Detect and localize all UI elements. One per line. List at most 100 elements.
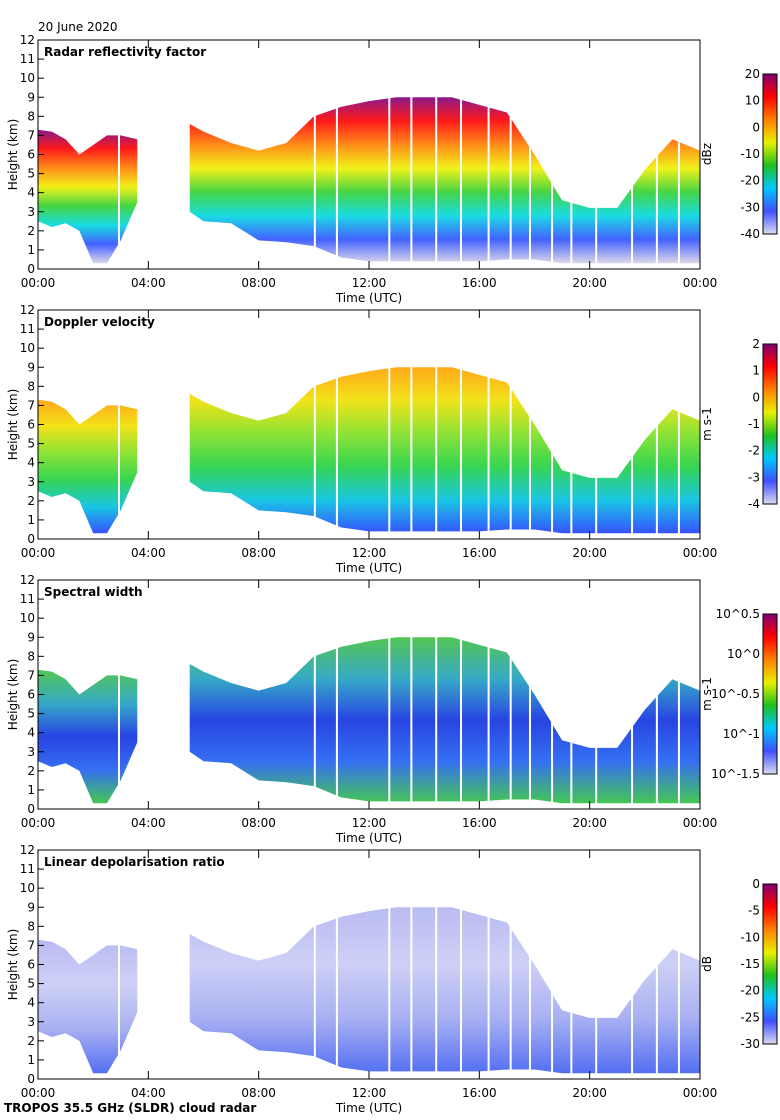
y-tick-label: 3 <box>27 745 35 759</box>
echo-region <box>38 669 138 804</box>
x-tick-label: 00:00 <box>683 276 718 290</box>
echo-region <box>38 399 138 534</box>
data-gap <box>595 580 598 809</box>
colorbar-label: m s-1 <box>700 407 714 441</box>
data-gap <box>509 310 512 539</box>
data-gap <box>410 850 413 1079</box>
x-axis-label: Time (UTC) <box>335 831 402 845</box>
echo-region <box>189 907 701 1074</box>
colorbar-label: dBz <box>700 143 714 165</box>
y-tick-label: 11 <box>20 52 35 66</box>
data-gap <box>595 850 598 1079</box>
colorbar-tick-label: -2 <box>748 444 760 458</box>
x-tick-label: 12:00 <box>352 1086 387 1100</box>
data-gap <box>435 850 438 1079</box>
data-gap <box>655 850 658 1079</box>
colorbar-tick-label: 0 <box>752 120 760 134</box>
data-gap <box>551 580 554 809</box>
colorbar-tick-label: -10 <box>740 930 760 944</box>
data-gap <box>388 40 391 269</box>
y-tick-label: 1 <box>27 513 35 527</box>
y-tick-label: 2 <box>27 764 35 778</box>
data-gap <box>335 850 338 1079</box>
data-gap <box>655 580 658 809</box>
data-gap <box>435 310 438 539</box>
y-tick-label: 3 <box>27 1015 35 1029</box>
data-gap <box>388 580 391 809</box>
colorbar-tick-label: 0 <box>752 390 760 404</box>
colorbar-tick-label: 10^0.5 <box>716 607 760 621</box>
colorbar-tick-label: -20 <box>740 984 760 998</box>
y-axis-label: Height (km) <box>6 929 20 1000</box>
x-tick-label: 00:00 <box>21 816 56 830</box>
data-gap <box>595 40 598 269</box>
y-tick-label: 6 <box>27 958 35 972</box>
data-gap <box>570 850 573 1079</box>
y-tick-label: 8 <box>27 649 35 663</box>
colorbar-tick-label: 10 <box>745 94 760 108</box>
y-tick-label: 6 <box>27 688 35 702</box>
y-tick-label: 2 <box>27 494 35 508</box>
x-tick-label: 04:00 <box>131 546 166 560</box>
data-gap <box>117 310 120 539</box>
colorbar-tick-label: -20 <box>740 174 760 188</box>
y-tick-label: 0 <box>27 1072 35 1086</box>
colorbar-tick-label: -30 <box>740 1037 760 1051</box>
y-tick-label: 4 <box>27 186 35 200</box>
y-tick-label: 2 <box>27 224 35 238</box>
x-tick-label: 12:00 <box>352 276 387 290</box>
y-tick-label: 6 <box>27 418 35 432</box>
x-tick-label: 20:00 <box>572 546 607 560</box>
x-tick-label: 00:00 <box>683 816 718 830</box>
colorbar-tick-label: 2 <box>752 337 760 351</box>
data-gap <box>313 310 316 539</box>
x-tick-label: 00:00 <box>683 1086 718 1100</box>
colorbar-tick-label: -5 <box>748 904 760 918</box>
colorbar-tick-label: -10 <box>740 147 760 161</box>
colorbar-label: m s-1 <box>700 677 714 711</box>
colorbar-tick-label: -4 <box>748 497 760 511</box>
data-gap <box>117 40 120 269</box>
data-gap <box>313 40 316 269</box>
x-tick-label: 00:00 <box>21 1086 56 1100</box>
y-tick-label: 1 <box>27 243 35 257</box>
data-gap <box>335 40 338 269</box>
x-tick-label: 04:00 <box>131 816 166 830</box>
instrument-label: TROPOS 35.5 GHz (SLDR) cloud radar <box>4 1101 257 1115</box>
data-gap <box>570 580 573 809</box>
y-tick-label: 3 <box>27 205 35 219</box>
y-tick-label: 0 <box>27 262 35 276</box>
y-tick-label: 4 <box>27 996 35 1010</box>
y-tick-label: 10 <box>20 71 35 85</box>
x-tick-label: 16:00 <box>462 546 497 560</box>
x-tick-label: 08:00 <box>241 816 276 830</box>
y-tick-label: 12 <box>20 843 35 857</box>
colorbar-tick-label: 10^-1 <box>723 727 760 741</box>
echo-region <box>38 939 138 1074</box>
colorbar-tick-label: 20 <box>745 67 760 81</box>
data-gap <box>117 580 120 809</box>
data-gap <box>435 580 438 809</box>
y-tick-label: 4 <box>27 456 35 470</box>
y-axis-label: Height (km) <box>6 119 20 190</box>
colorbar-tick-label: -3 <box>748 470 760 484</box>
y-tick-label: 4 <box>27 726 35 740</box>
x-tick-label: 08:00 <box>241 276 276 290</box>
data-gap <box>410 310 413 539</box>
y-tick-label: 5 <box>27 977 35 991</box>
data-gap <box>631 580 634 809</box>
colorbar-tick-label: -1 <box>748 417 760 431</box>
x-tick-label: 20:00 <box>572 1086 607 1100</box>
y-tick-label: 12 <box>20 303 35 317</box>
data-gap <box>631 40 634 269</box>
data-gap <box>313 850 316 1079</box>
data-gap <box>551 40 554 269</box>
x-tick-label: 00:00 <box>21 546 56 560</box>
y-tick-label: 9 <box>27 900 35 914</box>
data-gap <box>570 310 573 539</box>
panel-title: Spectral width <box>44 585 143 599</box>
data-gap <box>631 850 634 1079</box>
